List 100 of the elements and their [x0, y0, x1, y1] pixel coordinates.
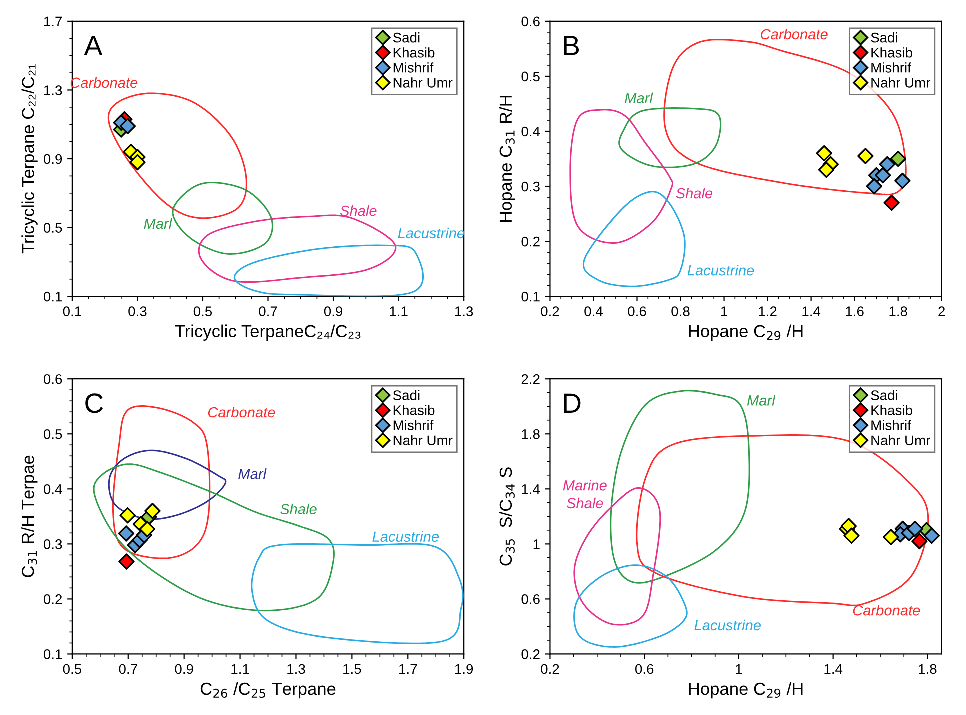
point	[118, 526, 135, 542]
point	[883, 529, 900, 546]
x-tick-label: 0.4	[584, 306, 603, 316]
x-tick-label: 0.3	[128, 306, 147, 316]
legend-label: Nahr Umr	[872, 78, 931, 88]
point	[890, 150, 906, 168]
x-tick-label: 1.1	[390, 306, 408, 316]
x-axis-title: C$_{26}$ /C$_{25}$ Terpane	[200, 682, 336, 699]
y-tick-label: 0.6	[522, 594, 540, 604]
x-tick-label: 1.3	[288, 664, 306, 674]
y-axis-title: Hopane C$_{31}$ R/H	[499, 96, 516, 222]
x-tick-label: 0.6	[635, 664, 654, 674]
y-tick-label: 0.5	[522, 72, 540, 82]
x-tick-label: 1.1	[232, 664, 250, 674]
annotation: Shale	[676, 188, 713, 199]
y-tick-label: 0.2	[522, 650, 540, 660]
x-tick-label: 0.7	[259, 306, 278, 316]
y-axis-title: Tricyclic Terpane C₂₂/C₂₁	[22, 64, 38, 254]
point	[884, 194, 900, 212]
legend-label: Nahr Umr	[394, 435, 453, 446]
x-tick-label: 1.3	[455, 306, 474, 316]
point	[907, 520, 924, 538]
point	[874, 167, 892, 184]
point	[120, 507, 136, 524]
y-tick-label: 0.6	[44, 374, 62, 384]
x-tick-label: 1.4	[802, 306, 821, 316]
point	[818, 162, 835, 178]
y-tick-label: 0.9	[44, 154, 62, 164]
annotation: Carbonate	[208, 406, 276, 418]
x-tick-label: 0.5	[194, 306, 212, 316]
legend-label: Khasib	[872, 48, 912, 58]
x-tick-label: 1.5	[344, 664, 362, 674]
annotation: D	[564, 394, 581, 413]
y-tick-label: 0.2	[522, 236, 540, 247]
x-axis-title: Hopane C$_{29}$ /H	[689, 682, 803, 699]
annotation: Carbonate	[853, 605, 920, 616]
y-tick-label: 0.4	[44, 484, 62, 494]
legend-label: Khasib	[394, 405, 435, 416]
y-tick-label: 1.7	[44, 16, 62, 26]
x-tick-label: 0.1	[63, 306, 82, 316]
x-tick-label: 1.2	[759, 306, 777, 316]
point	[139, 521, 156, 538]
annotation: A	[84, 36, 103, 56]
y-tick-label: 1	[534, 540, 540, 550]
y-tick-label: 0.1	[522, 292, 540, 302]
x-tick-label: 1	[721, 306, 728, 316]
point	[130, 154, 146, 171]
y-tick-label: 0.3	[44, 540, 62, 550]
y-tick-label: 1.3	[44, 86, 62, 96]
y-tick-label: 2.2	[522, 374, 540, 384]
y-axis-title: C$_{31}$ R/H Terpae	[22, 456, 38, 578]
y-tick-label: 0.4	[522, 126, 540, 137]
point	[144, 503, 161, 520]
point	[879, 156, 896, 173]
annotation: Marl	[747, 395, 776, 406]
y-tick-label: 0.1	[44, 650, 62, 660]
legend-label: Khasib	[872, 405, 912, 416]
legend-label: Mishrif	[394, 420, 434, 430]
x-tick-label: 1.8	[890, 306, 908, 316]
annotation: Shale	[280, 504, 317, 515]
x-tick-label: 0.5	[63, 664, 82, 674]
x-tick-label: 1.7	[400, 664, 418, 674]
legend-label: Sadi	[393, 390, 420, 400]
x-tick-label: 0.2	[541, 664, 560, 674]
x-tick-label: 0.7	[119, 664, 138, 674]
y-axis-title: C$_{35}$ S/C$_{34}$ S	[499, 468, 515, 566]
x-axis-title: Tricyclic TerpaneC₂₄/C₂₃	[175, 324, 361, 341]
x-tick-label: 1	[736, 664, 742, 674]
y-tick-label: 0.5	[44, 429, 62, 440]
point	[844, 528, 860, 544]
point	[816, 145, 832, 162]
legend-label: Mishrif	[872, 420, 912, 430]
y-tick-label: 1.8	[522, 429, 540, 440]
annotation: Lacustrine	[694, 620, 761, 631]
annotation: Marine Shale	[563, 480, 607, 509]
y-tick-label: 0.2	[44, 594, 62, 604]
legend-label: Mishrif	[394, 62, 434, 73]
x-tick-label: 0.2	[541, 306, 560, 316]
annotation: Marl	[144, 218, 172, 230]
y-tick-label: 1.4	[522, 484, 540, 494]
annotation: Lacustrine	[688, 265, 754, 276]
y-tick-label: 0.1	[44, 292, 62, 302]
annotation: B	[564, 36, 580, 56]
x-tick-label: 1.8	[919, 664, 937, 674]
annotation: C	[86, 394, 104, 414]
annotation: Marl	[625, 92, 654, 104]
annotation: Marl	[238, 468, 267, 480]
point	[120, 118, 136, 134]
point	[894, 172, 911, 190]
x-tick-label: 2	[938, 306, 946, 316]
x-axis-title: Hopane C$_{29}$ /H	[689, 324, 803, 341]
legend-label: Nahr Umr	[394, 78, 453, 88]
x-tick-label: 1.9	[455, 664, 474, 674]
legend-label: Nahr Umr	[872, 435, 931, 446]
legend-label: Khasib	[394, 48, 435, 58]
legend-label: Sadi	[871, 32, 898, 43]
point	[118, 554, 135, 570]
legend-label: Mishrif	[872, 62, 912, 73]
x-tick-label: 0.9	[324, 306, 343, 316]
legend-label: Sadi	[871, 390, 898, 400]
